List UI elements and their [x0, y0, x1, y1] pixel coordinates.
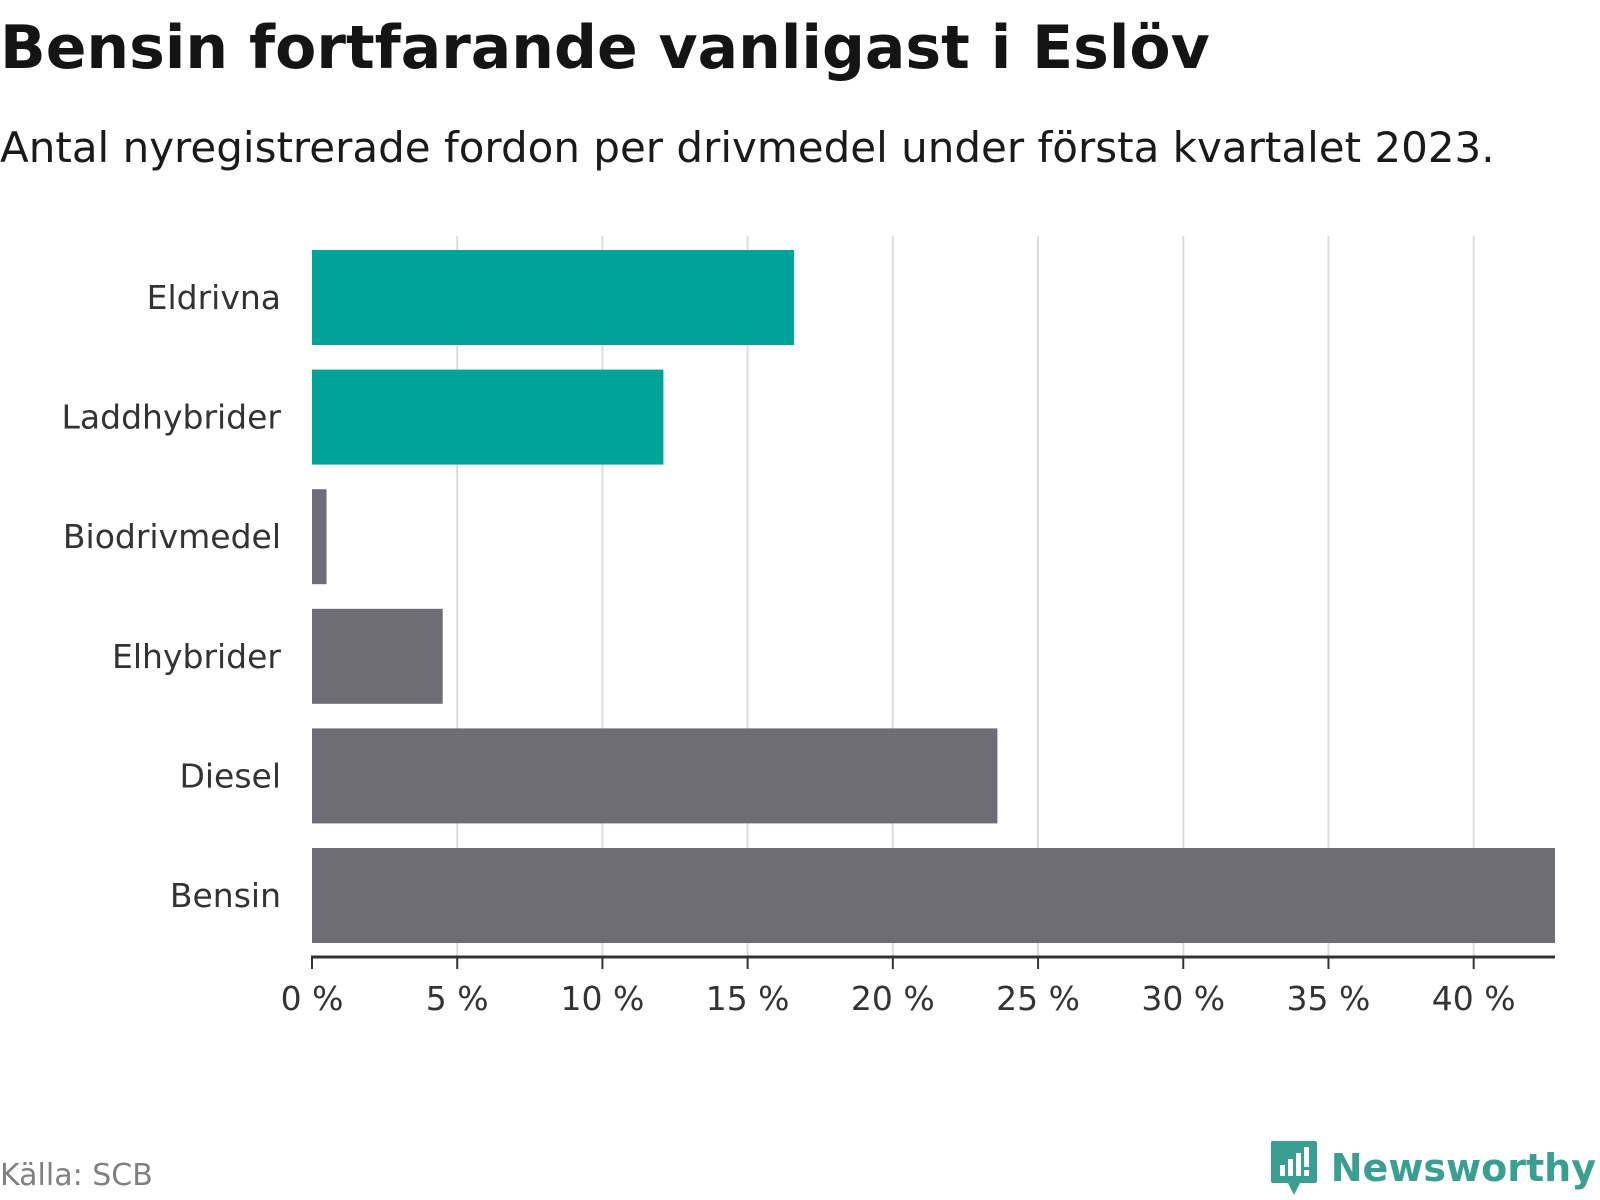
bar-laddhybrider: [312, 370, 663, 465]
category-label-elhybrider: Elhybrider: [112, 637, 281, 676]
category-label-eldrivna: Eldrivna: [147, 278, 281, 317]
x-tick-label-5: 5 %: [426, 979, 489, 1018]
x-tick-label-20: 20 %: [851, 979, 935, 1018]
x-tick-label-10: 10 %: [560, 979, 644, 1018]
bar-eldrivna: [312, 250, 794, 345]
x-tick-label-15: 15 %: [706, 979, 790, 1018]
brand-logo[interactable]: Newsworthy: [1269, 1138, 1596, 1198]
bar-elhybrider: [312, 609, 443, 704]
bars: [312, 250, 1555, 943]
x-tick-label-40: 40 %: [1432, 979, 1516, 1018]
source-note: Källa: SCB: [0, 1156, 153, 1196]
bar-diesel: [312, 728, 997, 823]
bar-chart: Eldrivna Laddhybrider Biodrivmedel Elhybrid…: [0, 0, 1600, 1100]
category-labels: Eldrivna Laddhybrider Biodrivmedel Elhybrid…: [62, 278, 282, 915]
category-label-laddhybrider: Laddhybrider: [62, 398, 282, 437]
brand-name: Newsworthy: [1331, 1146, 1596, 1190]
category-label-bensin: Bensin: [170, 876, 281, 915]
newsworthy-logo-icon: [1269, 1139, 1319, 1197]
category-label-diesel: Diesel: [179, 756, 281, 795]
x-tick-label-35: 35 %: [1287, 979, 1371, 1018]
x-tick-label-30: 30 %: [1141, 979, 1225, 1018]
bar-biodrivmedel: [312, 489, 327, 584]
bar-bensin: [312, 848, 1555, 943]
x-axis: 0 % 5 % 10 % 15 % 20 % 25 % 30 % 35 % 40 %: [281, 957, 1555, 1018]
x-tick-label-25: 25 %: [996, 979, 1080, 1018]
x-tick-label-0: 0 %: [281, 979, 344, 1018]
category-label-biodrivmedel: Biodrivmedel: [63, 517, 281, 556]
